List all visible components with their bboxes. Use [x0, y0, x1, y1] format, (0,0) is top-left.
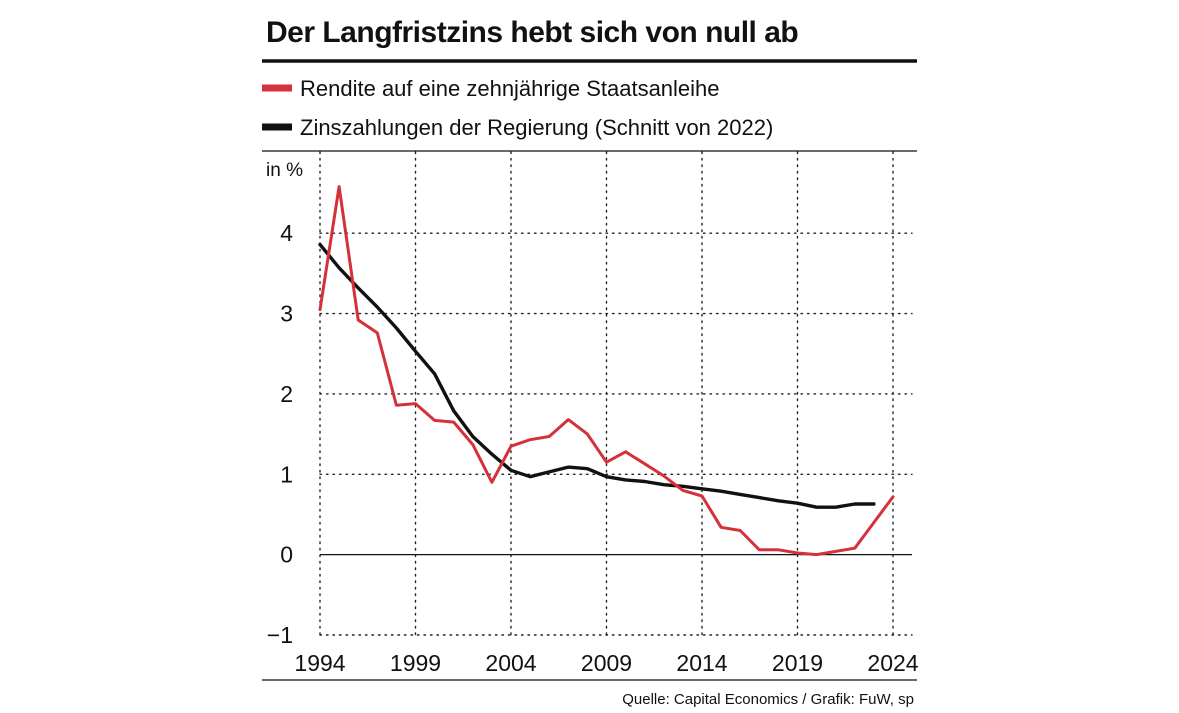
series-line-interest	[318, 242, 876, 509]
legend: Rendite auf eine zehnjährige Staatsanlei…	[262, 76, 773, 140]
x-tick-label: 2019	[772, 650, 823, 676]
y-tick-label: 2	[280, 381, 293, 407]
y-tick-label: 4	[280, 220, 293, 246]
unit-label: in %	[266, 160, 303, 181]
legend-label-yield: Rendite auf eine zehnjährige Staatsanlei…	[300, 76, 720, 101]
y-tick-label: 0	[280, 542, 293, 568]
series	[318, 185, 895, 557]
y-tick-label: 1	[280, 461, 293, 487]
x-tick-label: 2009	[581, 650, 632, 676]
x-tick-label: 2024	[867, 650, 918, 676]
x-tick-label: 1994	[294, 650, 345, 676]
x-tick-label: 1999	[390, 650, 441, 676]
series-line-yield	[318, 185, 895, 557]
legend-label-interest: Zinszahlungen der Regierung (Schnitt von…	[300, 115, 773, 140]
y-tick-label: −1	[267, 622, 293, 648]
grid	[319, 151, 913, 636]
axes: −1 0 1 2 3 4 1994 1999 2004 2009 2014 2019 2024	[267, 220, 919, 676]
source-note: Quelle: Capital Economics / Grafik: FuW,…	[622, 691, 914, 708]
x-tick-label: 2014	[676, 650, 727, 676]
chart-title: Der Langfristzins hebt sich von null ab	[266, 16, 798, 49]
x-tick-label: 2004	[485, 650, 536, 676]
y-tick-label: 3	[280, 301, 293, 327]
